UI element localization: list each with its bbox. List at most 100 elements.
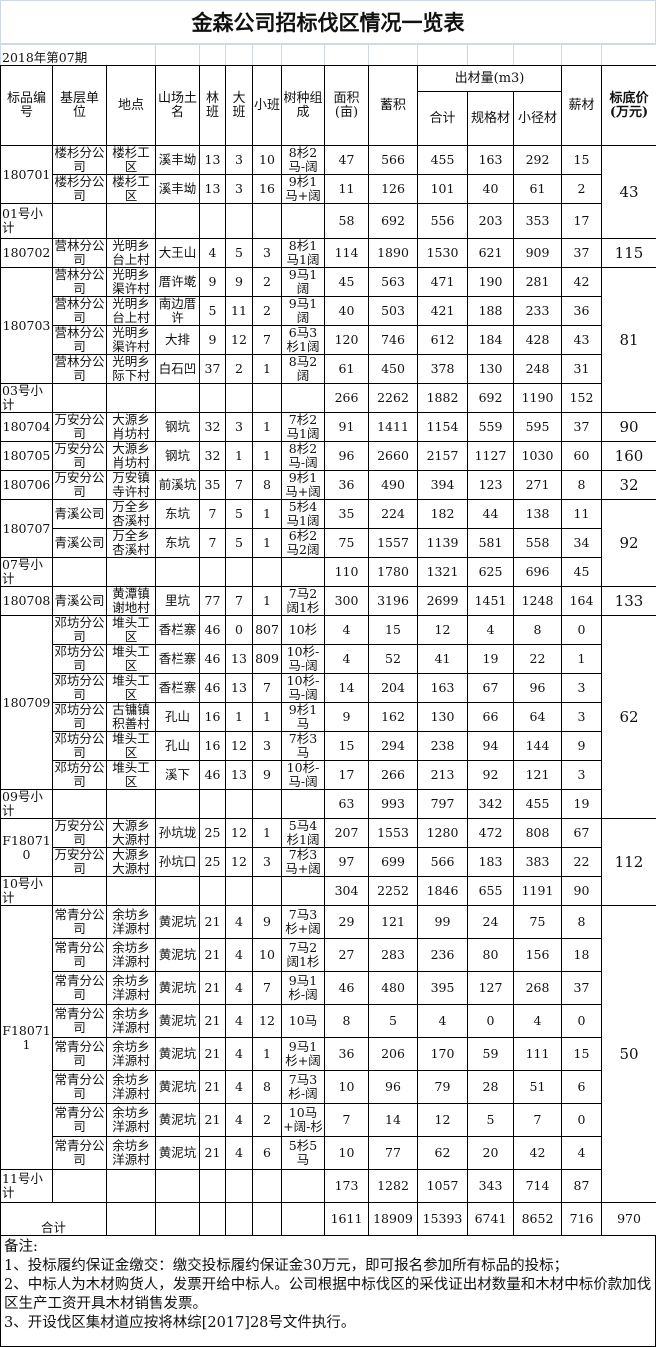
output-total-cell: 182 — [418, 500, 468, 529]
location-cell: 光明乡台上村 — [107, 239, 156, 268]
header-reserve-price: 标底价(万元) — [602, 66, 656, 146]
location-cell: 光明乡渠许村 — [107, 268, 156, 297]
firewood-cell: 0 — [562, 616, 602, 645]
unit-cell: 万安分公司 — [53, 819, 107, 848]
empty-cell — [156, 877, 200, 906]
area-subtotal: 173 — [325, 1170, 369, 1203]
species-cell: 7马2阔1杉 — [282, 939, 325, 972]
standard-timber-cell: 5 — [468, 1104, 514, 1137]
lot-id-cell: 180705 — [1, 442, 53, 471]
xiao-ban-cell: 1 — [253, 442, 282, 471]
unit-cell: 营林分公司 — [53, 239, 107, 268]
standard-timber-subtotal: 343 — [468, 1170, 514, 1203]
species-cell: 6马3杉1阔 — [282, 326, 325, 355]
unit-cell: 楼杉分公司 — [53, 146, 107, 175]
notes-heading: 备注: — [4, 1238, 652, 1257]
firewood-cell: 3 — [562, 703, 602, 732]
subtotal-label: 01号小计 — [1, 204, 53, 239]
firewood-cell: 42 — [562, 268, 602, 297]
xiao-ban-cell: 1 — [253, 1038, 282, 1071]
standard-timber-total: 6741 — [468, 1203, 514, 1236]
species-cell: 7马2阔1杉 — [282, 587, 325, 616]
lot-id-cell: 180704 — [1, 413, 53, 442]
unit-cell: 万安分公司 — [53, 442, 107, 471]
small-timber-cell: 383 — [514, 848, 562, 877]
small-timber-cell: 1248 — [514, 587, 562, 616]
output-total-cell: 455 — [418, 146, 468, 175]
volume-cell: 126 — [369, 175, 418, 204]
empty-cell — [53, 1170, 107, 1203]
site-name-cell: 黄泥坑 — [156, 939, 200, 972]
species-cell: 10马+阔-杉 — [282, 1104, 325, 1137]
small-timber-subtotal: 455 — [514, 790, 562, 819]
area-cell: 14 — [325, 674, 369, 703]
species-cell: 8杉2马-阔 — [282, 146, 325, 175]
xiao-ban-cell: 7 — [253, 674, 282, 703]
output-total-cell: 612 — [418, 326, 468, 355]
volume-subtotal: 2252 — [369, 877, 418, 906]
volume-cell: 96 — [369, 1071, 418, 1104]
firewood-cell: 9 — [562, 732, 602, 761]
output-total-cell: 62 — [418, 1137, 468, 1170]
small-timber-cell: 1030 — [514, 442, 562, 471]
da-ban-cell: 3 — [226, 175, 253, 204]
empty-cell — [282, 384, 325, 413]
header-standard-timber: 规格材 — [468, 92, 514, 146]
subtotal-label: 09号小计 — [1, 790, 53, 819]
xiao-ban-cell: 16 — [253, 175, 282, 204]
output-total-cell: 421 — [418, 297, 468, 326]
small-timber-cell: 233 — [514, 297, 562, 326]
species-cell: 9马1杉-阔 — [282, 972, 325, 1005]
lin-ban-cell: 13 — [200, 175, 226, 204]
output-total-cell: 566 — [418, 848, 468, 877]
lin-ban-cell: 35 — [200, 471, 226, 500]
lin-ban-cell: 4 — [200, 239, 226, 268]
standard-timber-cell: 94 — [468, 732, 514, 761]
area-cell: 17 — [325, 761, 369, 790]
area-subtotal: 266 — [325, 384, 369, 413]
unit-cell: 邓坊分公司 — [53, 616, 107, 645]
location-cell: 余坊乡洋源村 — [107, 1071, 156, 1104]
empty-cell — [53, 204, 107, 239]
unit-cell: 常青分公司 — [53, 1137, 107, 1170]
standard-timber-cell: 4 — [468, 616, 514, 645]
lin-ban-cell: 37 — [200, 355, 226, 384]
xiao-ban-cell: 2 — [253, 1104, 282, 1137]
output-total-cell: 2157 — [418, 442, 468, 471]
empty-cell — [282, 1170, 325, 1203]
site-name-cell: 东坑 — [156, 500, 200, 529]
volume-cell: 5 — [369, 1005, 418, 1038]
unit-cell: 邓坊分公司 — [53, 761, 107, 790]
empty-cell — [226, 204, 253, 239]
empty-cell — [253, 790, 282, 819]
species-cell: 10马 — [282, 1005, 325, 1038]
total-label: 合计 — [1, 1203, 107, 1236]
lin-ban-cell: 7 — [200, 529, 226, 558]
xiao-ban-cell: 6 — [253, 1137, 282, 1170]
firewood-subtotal: 19 — [562, 790, 602, 819]
standard-timber-cell: 190 — [468, 268, 514, 297]
area-subtotal: 63 — [325, 790, 369, 819]
site-name-cell: 香栏寨 — [156, 674, 200, 703]
lot-id-cell: 180709 — [1, 616, 53, 790]
header-site-name: 山场土名 — [156, 66, 200, 146]
standard-timber-cell: 44 — [468, 500, 514, 529]
reserve-price-cell: 32 — [602, 471, 656, 500]
da-ban-cell: 4 — [226, 939, 253, 972]
lin-ban-cell: 21 — [200, 906, 226, 939]
standard-timber-cell: 80 — [468, 939, 514, 972]
area-subtotal: 58 — [325, 204, 369, 239]
notes-section: 备注: 1、投标履约保证金缴交：缴交投标履约保证金30万元，即可报名参加所有标品… — [0, 1236, 656, 1347]
da-ban-cell: 5 — [226, 239, 253, 268]
volume-cell: 566 — [369, 146, 418, 175]
period-row: 2018年第07期 — [1, 45, 656, 66]
firewood-cell: 34 — [562, 529, 602, 558]
volume-cell: 266 — [369, 761, 418, 790]
lin-ban-cell: 46 — [200, 616, 226, 645]
small-timber-cell: 121 — [514, 761, 562, 790]
